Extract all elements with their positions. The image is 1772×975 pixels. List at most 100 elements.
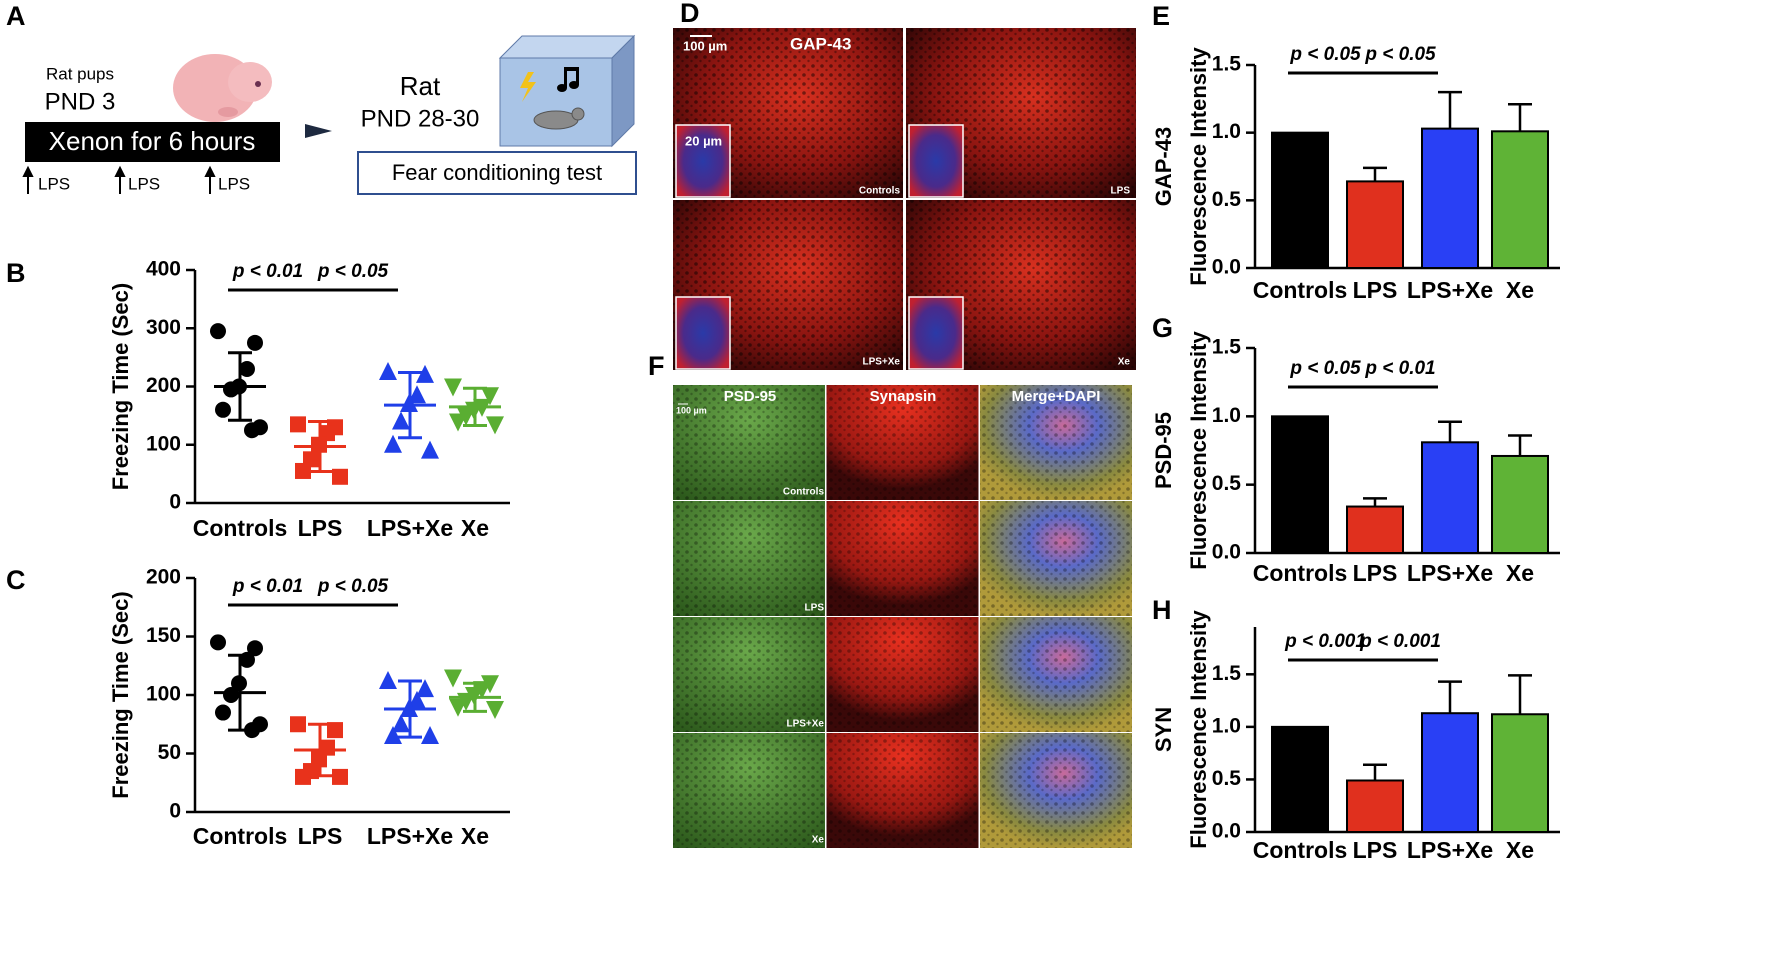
y-tick-label: 0 bbox=[169, 491, 181, 514]
y-tick-label: 0 bbox=[169, 800, 181, 823]
panel-label: G bbox=[1152, 313, 1173, 343]
y-tick-label: 0.0 bbox=[1212, 541, 1241, 564]
y-axis-label: Fluorescence Intensity bbox=[1186, 610, 1211, 849]
x-tick-label: Controls bbox=[1253, 560, 1348, 586]
y-tick-label: 50 bbox=[158, 741, 181, 764]
group-label: Controls bbox=[783, 487, 825, 498]
point bbox=[444, 669, 462, 688]
significance-label: p < 0.05 bbox=[317, 261, 389, 282]
bar bbox=[1346, 180, 1404, 270]
column-label: Synapsin bbox=[870, 388, 937, 405]
group-label: LPS bbox=[805, 603, 825, 614]
texture bbox=[980, 733, 1132, 848]
point bbox=[332, 468, 348, 485]
y-tick-label: 150 bbox=[146, 624, 181, 647]
point bbox=[223, 381, 239, 398]
y-tick-label: 0.5 bbox=[1212, 472, 1242, 495]
sd-bar bbox=[228, 351, 252, 422]
point bbox=[215, 401, 231, 418]
x-tick-label: Xe bbox=[461, 823, 489, 849]
inset bbox=[908, 296, 964, 370]
panel-label: F bbox=[648, 351, 665, 381]
y-axis-label: Freezing Time (Sec) bbox=[108, 283, 133, 490]
point bbox=[244, 422, 260, 439]
panel-label: A bbox=[6, 1, 26, 31]
significance-label: p < 0.05 bbox=[1289, 44, 1361, 65]
point bbox=[247, 640, 263, 657]
x-tick-label: LPS bbox=[298, 515, 343, 541]
y-tick-label: 100 bbox=[146, 432, 181, 455]
point bbox=[481, 387, 499, 406]
error-bar bbox=[1363, 763, 1387, 781]
micrographs-f-labels: PSD-95 Synapsin Merge+DAPI 100 µm Contro… bbox=[676, 388, 1100, 846]
point bbox=[444, 378, 462, 397]
point bbox=[408, 690, 426, 709]
micrographs-d-labels: 100 µm GAP-43 20 µm Controls LPS LPS+Xe … bbox=[683, 34, 1130, 367]
point bbox=[210, 634, 226, 651]
point bbox=[473, 681, 491, 700]
y-tick-label: 300 bbox=[146, 316, 181, 339]
bar bbox=[1346, 779, 1404, 834]
bar bbox=[1271, 725, 1329, 833]
point bbox=[332, 768, 348, 785]
inset bbox=[675, 124, 731, 198]
rat-label: Rat bbox=[400, 71, 441, 101]
x-tick-label: LPS bbox=[1353, 560, 1398, 586]
panel-labels: A B C D E F G H bbox=[6, 0, 1173, 625]
y-axis-label: Freezing Time (Sec) bbox=[108, 591, 133, 798]
texture bbox=[826, 617, 979, 732]
point bbox=[239, 361, 255, 378]
y-axis-label: PSD-95 bbox=[1151, 412, 1176, 489]
sd-bar bbox=[228, 653, 252, 732]
bar bbox=[1271, 415, 1329, 555]
y-axis-label: Fluorescence Intensity bbox=[1186, 331, 1211, 570]
schematic: Rat pups PND 3 Xenon for 6 hours LPS LPS… bbox=[22, 34, 637, 195]
column-label: PSD-95 bbox=[724, 388, 777, 405]
lps-label: LPS bbox=[38, 174, 70, 193]
point bbox=[416, 679, 434, 698]
point bbox=[486, 416, 504, 435]
error-bar bbox=[1363, 166, 1387, 182]
bar bbox=[1421, 127, 1479, 269]
point bbox=[421, 440, 439, 459]
point bbox=[215, 704, 231, 721]
point bbox=[457, 407, 475, 426]
y-axis-label: GAP-43 bbox=[1151, 127, 1176, 206]
point bbox=[421, 725, 439, 744]
group-label: Xe bbox=[812, 835, 825, 846]
panel-label: B bbox=[6, 258, 26, 288]
significance-label: p < 0.05 bbox=[317, 576, 389, 597]
y-tick-label: 400 bbox=[146, 258, 181, 281]
x-tick-label: Controls bbox=[193, 823, 288, 849]
significance-label: p < 0.01 bbox=[232, 576, 303, 597]
x-tick-label: LPS bbox=[1353, 837, 1398, 863]
x-tick-label: LPS bbox=[1353, 277, 1398, 303]
treatment: Xenon for 6 hours bbox=[49, 126, 256, 156]
bar bbox=[1421, 441, 1479, 554]
box-front bbox=[499, 57, 613, 147]
y-tick-label: 1.0 bbox=[1212, 120, 1241, 143]
error-bar bbox=[1363, 497, 1387, 507]
bar bbox=[1491, 713, 1549, 833]
mouse-icon bbox=[533, 110, 579, 130]
point bbox=[408, 385, 426, 404]
bar bbox=[1346, 505, 1404, 554]
error-bar bbox=[1438, 420, 1462, 443]
y-tick-label: 1.0 bbox=[1212, 714, 1241, 737]
bar bbox=[1271, 131, 1329, 269]
point bbox=[392, 411, 410, 430]
pups-age: PND 3 bbox=[45, 88, 116, 115]
error-bar bbox=[1508, 674, 1532, 715]
y-tick-label: 100 bbox=[146, 683, 181, 706]
y-tick-label: 0.0 bbox=[1212, 820, 1241, 843]
scale-label: 100 µm bbox=[676, 405, 707, 415]
texture bbox=[673, 617, 825, 732]
point bbox=[384, 725, 402, 744]
inset bbox=[908, 124, 964, 198]
point bbox=[449, 413, 467, 432]
significance-label: p < 0.05 bbox=[1289, 358, 1361, 379]
y-tick-label: 1.5 bbox=[1212, 662, 1242, 685]
panel-label: C bbox=[6, 565, 26, 595]
lps-label: LPS bbox=[128, 174, 160, 193]
